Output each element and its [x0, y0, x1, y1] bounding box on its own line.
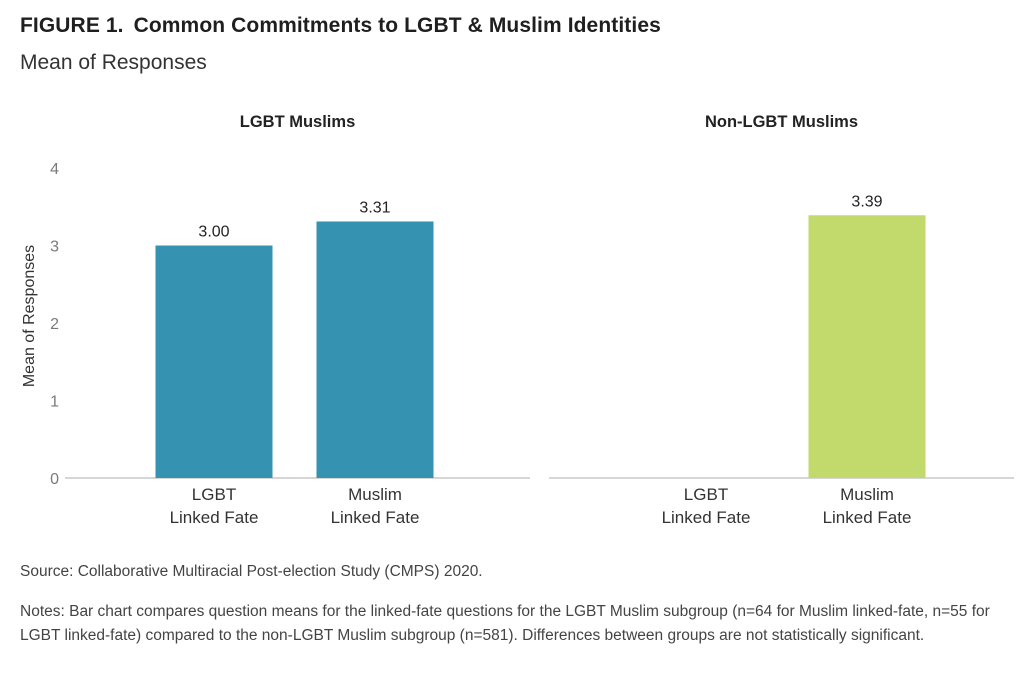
x-tick-label: Linked Fate: [823, 508, 912, 527]
notes-text: Notes: Bar chart compares question means…: [20, 603, 990, 644]
x-tick-label: LGBT: [684, 485, 728, 504]
bar-chart: Mean of Responses 0 1 2 3 4 LGBT Muslims 3.00 LG…: [21, 113, 1014, 527]
y-tick-label: 4: [50, 161, 59, 178]
bar: [808, 215, 926, 478]
y-tick-label: 1: [50, 394, 59, 411]
bar: [316, 221, 434, 478]
y-tick-label: 3: [50, 239, 59, 256]
bar: [155, 245, 273, 478]
figure-subtitle: Mean of Responses: [20, 51, 207, 74]
figure-title: FIGURE 1. Common Commitments to LGBT & Mu…: [20, 14, 661, 38]
data-label: 3.31: [359, 199, 390, 216]
panel-title: Non-LGBT Muslims: [705, 113, 858, 131]
x-tick-label: Linked Fate: [170, 508, 259, 527]
source-note: Source: Collaborative Multiracial Post-e…: [20, 563, 483, 580]
data-label: 3.00: [198, 224, 229, 241]
x-tick-label: Linked Fate: [331, 508, 420, 527]
x-tick-label: Muslim: [840, 485, 894, 504]
y-axis-label: Mean of Responses: [21, 245, 38, 387]
panel-title: LGBT Muslims: [240, 113, 356, 131]
data-label: 3.39: [851, 193, 882, 210]
y-tick-label: 2: [50, 316, 59, 333]
figure-title-text: Common Commitments to LGBT & Muslim Iden…: [133, 14, 661, 37]
x-tick-label: LGBT: [192, 485, 236, 504]
x-tick-label: Linked Fate: [662, 508, 751, 527]
figure-label: FIGURE 1.: [20, 14, 124, 37]
y-tick-label: 0: [50, 471, 59, 488]
x-tick-label: Muslim: [348, 485, 402, 504]
